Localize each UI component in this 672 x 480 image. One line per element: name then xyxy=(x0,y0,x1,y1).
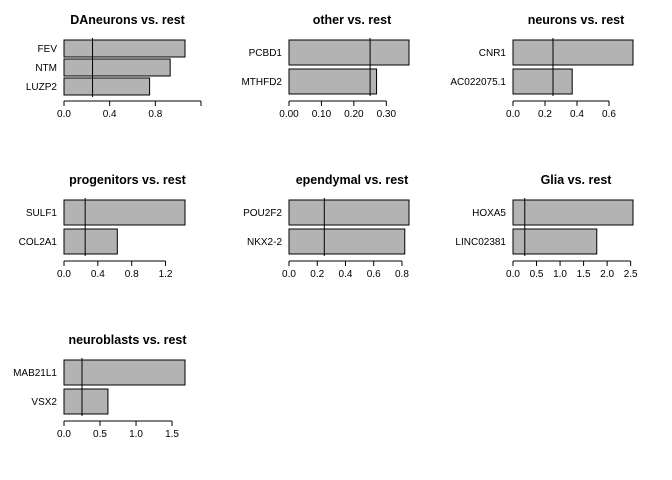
x-tick-label: 0.6 xyxy=(367,269,381,280)
x-tick-label: 0.6 xyxy=(602,109,616,120)
x-tick-label: 0.00 xyxy=(279,109,299,120)
panel-title: neuroblasts vs. rest xyxy=(68,333,187,347)
bar xyxy=(512,228,598,255)
bar xyxy=(63,199,186,226)
category-label: POU2F2 xyxy=(243,208,282,219)
x-tick-label: 0.4 xyxy=(91,269,105,280)
bar xyxy=(63,77,151,96)
x-tick-label: 0.0 xyxy=(57,269,71,280)
category-label: HOXA5 xyxy=(472,208,506,219)
x-tick-label: 1.0 xyxy=(553,269,567,280)
bar xyxy=(288,39,410,66)
x-tick-label: 0.5 xyxy=(93,429,107,440)
category-label: MAB21L1 xyxy=(13,368,57,379)
x-tick-label: 0.2 xyxy=(310,269,324,280)
bar xyxy=(288,199,410,226)
x-tick-label: 1.5 xyxy=(165,429,179,440)
bar xyxy=(288,68,378,95)
bar xyxy=(512,39,634,66)
x-tick-label: 1.2 xyxy=(159,269,173,280)
panel-title: DAneurons vs. rest xyxy=(70,13,185,27)
x-tick-label: 0.5 xyxy=(530,269,544,280)
x-tick-label: 0.8 xyxy=(125,269,139,280)
bar xyxy=(63,39,186,58)
x-tick-label: 2.0 xyxy=(600,269,614,280)
panel-title: other vs. rest xyxy=(313,13,392,27)
category-label: LINC02381 xyxy=(455,237,506,248)
x-tick-label: 0.4 xyxy=(103,109,117,120)
x-tick-label: 1.5 xyxy=(577,269,591,280)
x-tick-label: 0.4 xyxy=(570,109,584,120)
bar xyxy=(63,388,109,415)
bar xyxy=(63,58,171,77)
x-tick-label: 0.0 xyxy=(506,269,520,280)
x-tick-label: 1.0 xyxy=(129,429,143,440)
category-label: VSX2 xyxy=(31,397,57,408)
x-tick-label: 0.0 xyxy=(57,429,71,440)
panel-title: neurons vs. rest xyxy=(528,13,625,27)
bar xyxy=(288,228,406,255)
x-tick-label: 0.20 xyxy=(344,109,364,120)
x-tick-label: 0.0 xyxy=(282,269,296,280)
category-label: MTHFD2 xyxy=(241,77,282,88)
category-label: FEV xyxy=(38,44,58,55)
bar xyxy=(63,359,186,386)
x-tick-label: 0.8 xyxy=(148,109,162,120)
x-tick-label: 0.4 xyxy=(339,269,353,280)
bar xyxy=(63,228,118,255)
category-label: SULF1 xyxy=(26,208,58,219)
panel-title: progenitors vs. rest xyxy=(69,173,187,187)
panel-title: Glia vs. rest xyxy=(541,173,613,187)
x-tick-label: 0.0 xyxy=(506,109,520,120)
x-tick-label: 0.0 xyxy=(57,109,71,120)
category-label: CNR1 xyxy=(479,48,507,59)
bar xyxy=(512,199,634,226)
x-tick-label: 2.5 xyxy=(624,269,638,280)
bar xyxy=(512,68,573,95)
x-tick-label: 0.2 xyxy=(538,109,552,120)
category-label: AC022075.1 xyxy=(450,77,506,88)
category-label: PCBD1 xyxy=(249,48,283,59)
x-tick-label: 0.30 xyxy=(377,109,397,120)
category-label: LUZP2 xyxy=(26,82,58,93)
x-tick-label: 0.10 xyxy=(312,109,332,120)
panel-title: ependymal vs. rest xyxy=(296,173,409,187)
category-label: COL2A1 xyxy=(19,237,58,248)
x-tick-label: 0.8 xyxy=(395,269,409,280)
category-label: NKX2-2 xyxy=(247,237,282,248)
category-label: NTM xyxy=(35,63,57,74)
